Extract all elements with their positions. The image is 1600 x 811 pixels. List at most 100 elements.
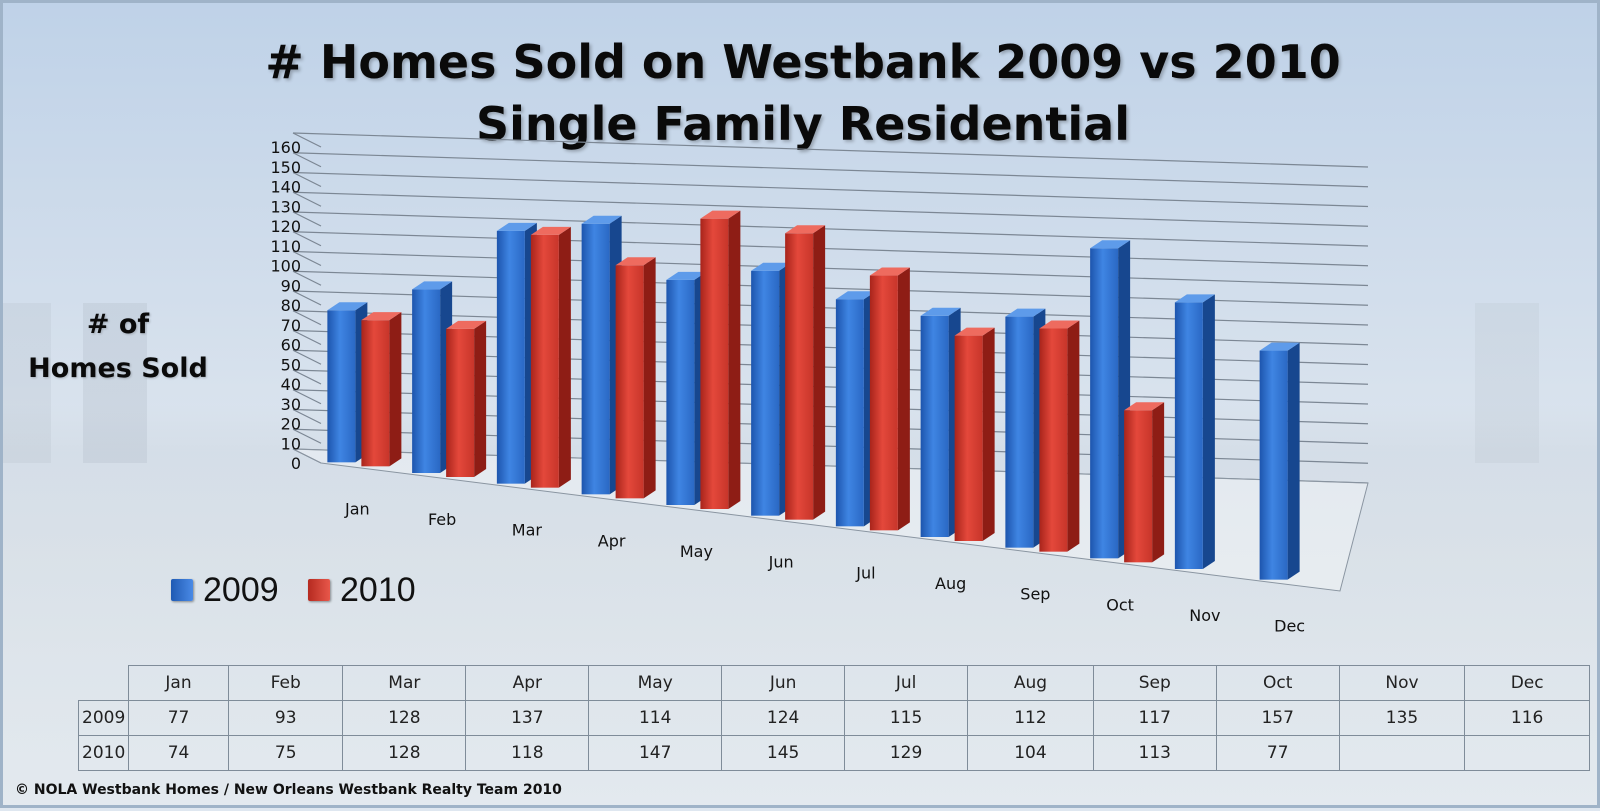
bar-side <box>389 312 402 467</box>
gridline-side <box>292 408 322 425</box>
gridline-side <box>292 231 322 247</box>
bar-2009-nov <box>1174 294 1215 569</box>
bar-side <box>643 257 656 499</box>
bar-2010-mar <box>530 226 571 488</box>
bar-top <box>700 210 741 219</box>
y-tick-label: 30 <box>281 395 301 414</box>
bar-top <box>1039 320 1080 329</box>
x-tick-label: May <box>680 542 713 561</box>
bar-2010-jul <box>869 267 910 531</box>
legend-item-2010: 2010 <box>308 568 416 612</box>
bar-2010-feb <box>446 320 487 477</box>
table-cell: 157 <box>1215 700 1340 736</box>
bar-top <box>496 222 537 231</box>
bar-front <box>869 275 898 531</box>
gridline-side <box>292 270 322 286</box>
y-tick-label: 110 <box>270 237 301 256</box>
table-cell: 112 <box>967 700 1094 736</box>
bar-front <box>700 218 729 510</box>
bar-top <box>869 267 910 276</box>
bar-side <box>728 210 741 510</box>
table-cell: 115 <box>844 700 969 736</box>
y-tick-label: 10 <box>281 434 301 453</box>
x-tick-label: Apr <box>598 531 626 550</box>
bar-front <box>615 265 644 499</box>
bar-top <box>1124 402 1165 411</box>
y-tick-label: 130 <box>270 197 301 216</box>
y-tick-label: 90 <box>281 276 301 295</box>
legend-swatch-2010 <box>308 579 330 601</box>
y-axis-title-line1: # of <box>86 309 150 340</box>
x-tick-label: Nov <box>1189 606 1220 625</box>
legend-label-2009: 2009 <box>203 570 279 609</box>
x-tick-label: Jun <box>768 553 794 572</box>
x-tick-label: Jul <box>855 563 875 582</box>
table-cell: 128 <box>342 700 467 736</box>
table-header-row: Jan Feb Mar Apr May Jun Jul Aug Sep Oct … <box>78 665 1590 701</box>
gridline-side <box>292 310 322 326</box>
bar-front <box>920 315 949 537</box>
table-cell: 117 <box>1092 700 1217 736</box>
bar-front <box>1259 350 1288 580</box>
bar-side <box>982 327 995 541</box>
y-tick-label: 70 <box>281 316 301 335</box>
table-cell: 75 <box>228 735 344 771</box>
y-axis-title-line2: Homes Sold <box>28 353 208 384</box>
bar-top <box>785 225 826 234</box>
table-cell: 129 <box>844 735 969 771</box>
gridline <box>292 231 1369 267</box>
bar-front <box>581 223 610 495</box>
bar-side <box>1287 342 1300 580</box>
bar-front <box>1039 328 1068 552</box>
bar-2010-may <box>700 210 741 510</box>
bar-top <box>666 271 707 280</box>
table-header-cell: Jul <box>844 665 969 701</box>
bar-chart-plot: 0102030405060708090100110120130140150160… <box>270 132 1369 636</box>
gridline <box>292 171 1369 208</box>
bar-top <box>446 320 487 329</box>
table-cell: 114 <box>588 700 723 736</box>
y-tick-label: 50 <box>281 355 301 374</box>
bar-front <box>530 234 559 488</box>
x-tick-label: Oct <box>1106 595 1134 614</box>
gridline-side <box>292 250 322 267</box>
gridline-side <box>292 191 322 207</box>
bar-front <box>1090 248 1119 559</box>
table-header-cell: Jun <box>721 665 846 701</box>
bar-top <box>751 262 792 271</box>
table-header-cell: Nov <box>1338 665 1466 701</box>
table-row: 2009 77 93 128 137 114 124 115 112 117 1… <box>78 700 1590 736</box>
table-header-cell: May <box>588 665 723 701</box>
bar-front <box>361 320 390 467</box>
bar-2010-jan <box>361 312 402 467</box>
table-header-cell: Jan <box>127 665 230 701</box>
bar-top <box>1005 308 1046 317</box>
y-tick-label: 120 <box>270 217 301 236</box>
bar-2010-aug <box>954 327 995 541</box>
bar-top <box>835 291 876 300</box>
table-header-cell: Sep <box>1092 665 1217 701</box>
gridline-side <box>292 329 322 346</box>
bar-front <box>446 328 475 477</box>
table-cell: 113 <box>1092 735 1217 771</box>
bar-front <box>327 310 356 463</box>
bar-top <box>1259 342 1300 351</box>
bar-2009-oct <box>1090 240 1131 559</box>
bar-2010-sep <box>1039 320 1080 552</box>
gridline-side <box>292 428 322 444</box>
gridline-side <box>292 389 322 405</box>
y-tick-label: 140 <box>270 178 301 197</box>
bar-2009-dec <box>1259 342 1300 580</box>
bar-side <box>558 226 571 488</box>
table-header-cell: Oct <box>1215 665 1340 701</box>
chart-title: # Homes Sold on Westbank 2009 vs 2010 Si… <box>3 31 1600 155</box>
bar-top <box>581 215 622 224</box>
table-cell: 77 <box>1215 735 1340 771</box>
table-cell: 93 <box>228 700 344 736</box>
table-header-cell: Aug <box>967 665 1094 701</box>
table-cell: 116 <box>1464 700 1590 736</box>
bar-side <box>1202 294 1215 569</box>
y-tick-label: 160 <box>270 138 301 157</box>
y-tick-label: 150 <box>270 158 301 177</box>
